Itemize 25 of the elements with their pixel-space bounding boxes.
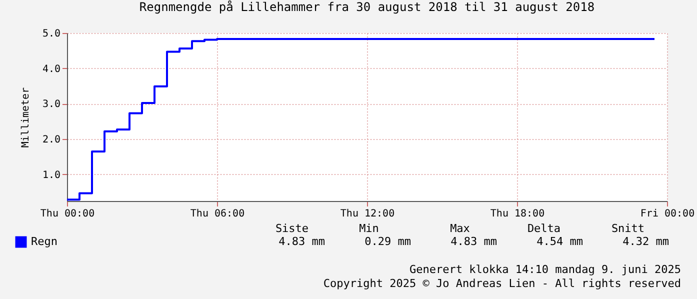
text: Delta: [527, 222, 561, 235]
text: 4.32 mm: [622, 235, 670, 248]
text: 4.83 mm: [450, 235, 498, 248]
y-tick-label: 1.0: [42, 170, 60, 181]
y-tick-label: 3.0: [42, 99, 60, 110]
y-tick-label: 2.0: [42, 134, 60, 146]
x-tick-label: Thu 18:00: [490, 208, 545, 220]
text: Copyright 2025 © Jo Andreas Lien - All rights reserved: [323, 277, 681, 290]
x-tick-label: Thu 12:00: [340, 208, 395, 220]
x-tick-label: Fri 00:00: [640, 208, 695, 220]
text: Siste: [275, 222, 309, 235]
chart-title: Regnmengde på Lillehammer fra 30 august 2018 til 31 august 2018: [139, 0, 595, 14]
text: 4.54 mm: [536, 235, 584, 248]
x-tick-label: Thu 00:00: [40, 208, 95, 220]
x-tick-label: Thu 06:00: [190, 208, 245, 220]
legend-label: Regn: [31, 235, 58, 248]
text: Snitt: [611, 222, 645, 235]
y-tick-label: 4.0: [42, 64, 60, 75]
y-tick-label: 5.0: [42, 28, 60, 40]
text: Min: [359, 222, 379, 235]
text: Generert klokka 14:10 mandag 9. juni 2025: [409, 263, 681, 276]
text: 0.29 mm: [364, 235, 412, 248]
text: 4.83 mm: [278, 235, 326, 248]
text: Max: [450, 222, 470, 235]
y-axis-title: Millimeter: [20, 87, 32, 148]
